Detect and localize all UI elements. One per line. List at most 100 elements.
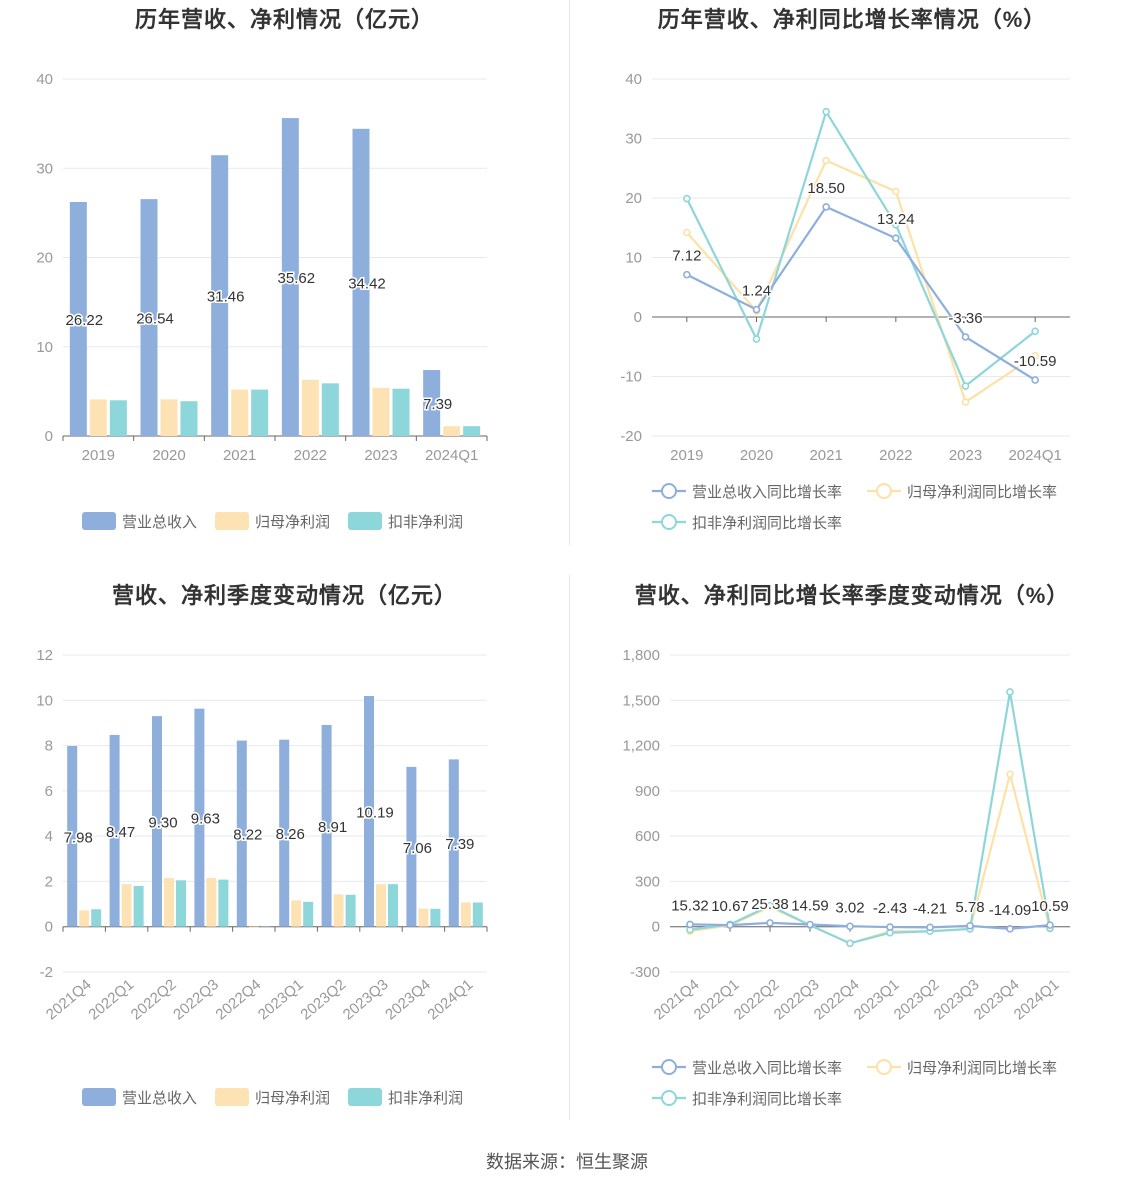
data-label: 10.19 <box>356 804 394 821</box>
bar-deducted-profit <box>218 879 229 927</box>
bar-revenue <box>109 734 120 927</box>
bar-revenue <box>194 708 205 927</box>
bar-net-profit <box>291 900 302 927</box>
bar-deducted-profit <box>109 400 127 436</box>
series-line <box>685 109 1036 388</box>
chart-title: 历年营收、净利同比增长率情况（%） <box>657 7 1047 32</box>
y-tick-label: 1,800 <box>622 647 660 664</box>
chart-title: 营收、净利季度变动情况（亿元） <box>111 583 457 608</box>
y-tick-label: -20 <box>620 428 642 445</box>
series-point <box>683 194 691 203</box>
divider-top <box>569 0 570 545</box>
series-point <box>892 187 900 196</box>
y-tick-label: 900 <box>635 783 660 800</box>
data-label: 10.59 <box>1031 898 1069 915</box>
legend-swatch <box>348 1088 382 1106</box>
data-label: 8.26 <box>276 826 305 843</box>
legend-label: 扣非净利润 <box>388 514 463 531</box>
series-point <box>806 920 814 929</box>
bar-revenue <box>69 201 87 436</box>
bar-deducted-profit <box>321 383 339 436</box>
data-label: 15.32 <box>671 897 709 914</box>
chart-title: 历年营收、净利情况（亿元） <box>134 7 434 32</box>
series-point <box>766 901 774 910</box>
legend-marker <box>876 483 892 499</box>
data-label: 8.91 <box>318 819 347 836</box>
bar-deducted-profit <box>251 389 269 436</box>
legend-label: 扣非净利润同比增长率 <box>692 515 842 532</box>
y-tick-label: 2 <box>45 873 53 890</box>
y-tick-label: 0 <box>45 919 53 936</box>
legend-label: 归母净利润同比增长率 <box>907 484 1057 501</box>
x-tick-label: 2020 <box>740 447 773 464</box>
x-tick-label: 2024Q1 <box>1011 976 1063 1023</box>
bar-revenue <box>236 740 247 927</box>
data-label: 26.22 <box>66 312 104 329</box>
y-tick-label: 0 <box>45 428 53 445</box>
data-label: 25.38 <box>751 896 789 913</box>
bar-deducted-profit <box>180 401 198 436</box>
series-point <box>822 107 830 116</box>
legend-label: 营业总收入 <box>122 514 197 531</box>
y-tick-label: 1,500 <box>622 692 660 709</box>
data-label: 3.02 <box>835 899 864 916</box>
bar-net-profit <box>79 910 90 927</box>
bar-net-profit <box>231 389 249 436</box>
bar-revenue <box>364 695 374 927</box>
y-tick-label: 40 <box>36 71 53 88</box>
bar-revenue <box>448 759 459 927</box>
legend-swatch <box>215 1088 249 1106</box>
chart-title: 营收、净利同比增长率季度变动情况（%） <box>634 583 1070 608</box>
bar-net-profit <box>376 884 386 927</box>
series-point <box>1006 770 1014 779</box>
legend-label: 扣非净利润同比增长率 <box>692 1091 842 1108</box>
bar-deducted-profit <box>91 909 102 927</box>
y-tick-label: 0 <box>652 919 660 936</box>
bar-net-profit <box>301 379 319 436</box>
series-line <box>689 691 1052 945</box>
x-tick-label: 2022Q1 <box>85 976 137 1023</box>
x-tick-label: 2022Q4 <box>213 976 265 1023</box>
series-point <box>752 305 761 314</box>
x-tick-label: 2019 <box>82 447 115 464</box>
bar-net-profit <box>160 399 178 436</box>
bar-net-profit <box>443 426 461 436</box>
series-point <box>846 939 854 948</box>
bar-revenue <box>211 155 229 437</box>
series-point <box>683 228 691 237</box>
bar-deducted-profit <box>392 388 410 436</box>
y-tick-label: 10 <box>36 692 53 709</box>
series-point <box>961 333 970 341</box>
series-point <box>1031 376 1039 384</box>
x-tick-label: 2022 <box>879 447 912 464</box>
x-tick-label: 2023 <box>949 447 982 464</box>
x-tick-label: 2023Q2 <box>297 976 349 1023</box>
y-tick-label: 12 <box>36 647 53 664</box>
data-label: 8.47 <box>106 824 135 841</box>
y-tick-label: -10 <box>620 369 642 386</box>
series-point <box>966 922 974 930</box>
x-tick-label: 2023Q1 <box>255 976 307 1023</box>
quarterly-revenue-chart: -2 0 2 4 6 8 10 12 2021Q42022Q12022Q22022Q32022Q… <box>36 647 488 1107</box>
bar-net-profit <box>206 878 217 927</box>
series-point <box>1006 925 1014 933</box>
y-tick-label: -2 <box>40 964 53 981</box>
series-point <box>886 923 894 931</box>
bar-deducted-profit <box>133 885 144 927</box>
quarterly-growth-chart: -30003006009001,2001,5001,8002021Q42022Q… <box>622 647 1070 1108</box>
legend-label: 归母净利润 <box>255 514 330 531</box>
data-label: 26.54 <box>136 311 174 328</box>
series-point <box>961 382 970 390</box>
legend-label: 归母净利润同比增长率 <box>907 1060 1057 1077</box>
bar-deducted-profit <box>345 894 356 927</box>
data-label: 9.30 <box>148 814 177 831</box>
series-point <box>752 335 761 343</box>
data-source: 数据来源：恒生聚源 <box>486 1152 648 1172</box>
series-point <box>726 921 734 929</box>
x-tick-label: 2019 <box>670 447 703 464</box>
bar-deducted-profit <box>260 926 271 927</box>
series-point <box>892 220 900 229</box>
bar-deducted-profit <box>472 902 483 927</box>
legend-swatch <box>348 512 382 530</box>
series-point <box>892 234 900 243</box>
